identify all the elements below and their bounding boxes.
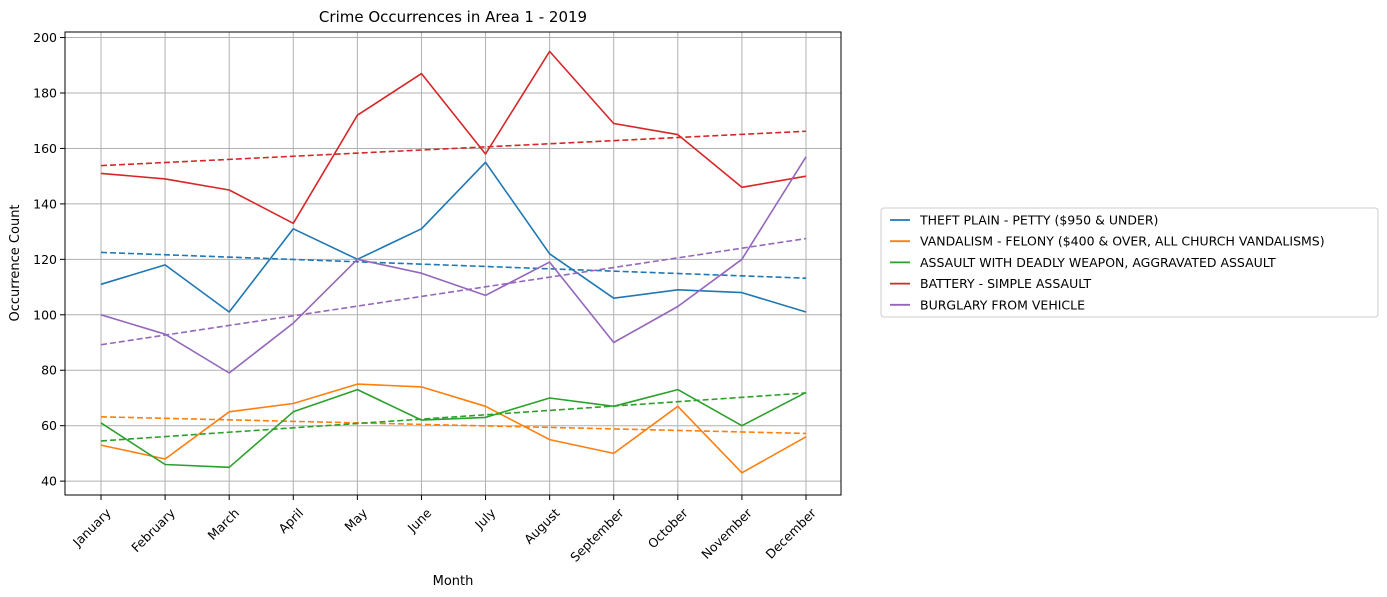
y-tick-label: 180 [33,85,57,100]
y-tick-label: 100 [33,307,57,322]
x-tick-label: August [521,505,563,547]
x-tick-label: October [645,505,692,552]
legend-box [880,207,1379,318]
series-lines [100,50,807,474]
y-tick-label: 140 [33,196,57,211]
y-tick-label: 200 [33,30,57,45]
x-tick-label: January [69,505,114,550]
trend-line [100,237,807,346]
legend-label: THEFT PLAIN - PETTY ($950 & UNDER) [919,213,1158,228]
y-tick-label: 40 [41,474,57,489]
series-line [100,388,807,469]
y-tick-label: 160 [33,141,57,156]
series-line [100,383,807,474]
y-tick-label: 80 [41,363,57,378]
legend-label: VANDALISM - FELONY ($400 & OVER, ALL CHU… [920,234,1325,249]
trend-line [100,251,807,279]
trend-line [100,392,807,442]
x-tick-label: May [341,505,370,534]
series-line [100,50,807,225]
series-line [100,156,807,374]
series-line [100,161,807,313]
plot-frame [64,31,842,496]
x-tick-label: December [762,505,819,562]
legend-label: BURGLARY FROM VEHICLE [920,297,1085,312]
trend-line [100,416,807,435]
y-axis-ticks: 40 60 80 100 120 140 160 180 200 [33,30,65,489]
legend-label: ASSAULT WITH DEADLY WEAPON, AGGRAVATED A… [920,255,1276,270]
chart-title: Crime Occurrences in Area 1 - 2019 [319,8,587,26]
y-axis-label: Occurrence Count [8,204,23,321]
x-axis-label: Month [433,574,474,589]
x-tick-label: June [404,505,435,536]
x-tick-label: July [471,505,499,533]
x-tick-label: September [567,505,627,565]
x-tick-label: March [205,505,243,543]
x-tick-label: April [275,505,306,536]
legend-label: BATTERY - SIMPLE ASSAULT [920,276,1091,291]
x-tick-label: February [128,505,178,555]
x-axis-ticks: January February March April May June July Augu… [69,495,820,565]
x-tick-label: November [698,505,755,562]
y-tick-label: 120 [33,252,57,267]
trend-line [100,130,807,167]
legend: THEFT PLAIN - PETTY ($950 & UNDER) VANDAL… [880,207,1379,318]
y-tick-label: 60 [41,418,57,433]
